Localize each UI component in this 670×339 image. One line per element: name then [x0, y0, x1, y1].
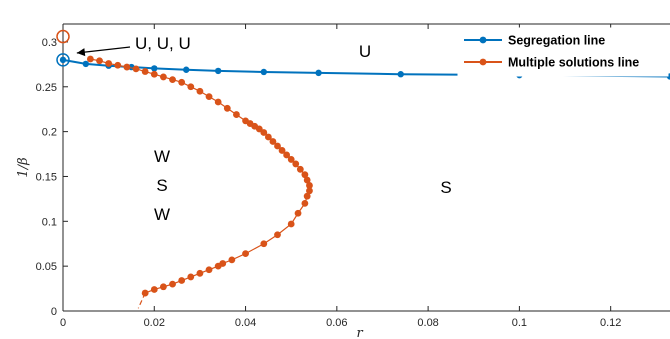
y-tick-label: 0.15 — [36, 171, 57, 183]
y-tick-label: 0.1 — [42, 216, 57, 228]
data-point — [178, 78, 186, 86]
y-tick-label: 0.2 — [42, 127, 57, 139]
data-point — [150, 286, 158, 293]
axes: 0 0.02 0.04 0.06 0.08 0.1 0.12 0 0.05 0.1 0.15 0.2 0… — [16, 23, 670, 339]
data-point — [150, 70, 158, 78]
data-point — [151, 65, 158, 72]
data-point — [196, 269, 204, 277]
x-tick-label: 0.04 — [235, 317, 256, 329]
data-point — [315, 69, 322, 77]
hollow-marker — [56, 29, 70, 44]
data-point — [160, 283, 167, 291]
data-point — [274, 142, 281, 150]
data-point — [214, 262, 222, 270]
legend-box — [457, 27, 669, 77]
data-point — [160, 73, 167, 81]
data-point — [178, 277, 186, 284]
legend-swatch-marker — [479, 58, 487, 66]
x-tick-label: 0 — [60, 317, 66, 329]
data-point — [306, 182, 313, 189]
data-point — [278, 147, 286, 154]
region-label-right: S — [440, 178, 451, 197]
data-point — [296, 165, 304, 173]
data-point — [292, 160, 300, 168]
data-point — [169, 280, 176, 288]
x-tick-label: 0.1 — [512, 317, 527, 329]
data-point — [141, 68, 149, 75]
series-segregation-line — [59, 56, 670, 80]
data-point — [214, 67, 222, 75]
data-point — [301, 199, 309, 207]
data-point — [228, 256, 236, 264]
region-label-left: W — [154, 147, 170, 166]
y-tick-label: 0.3 — [42, 37, 57, 49]
data-point — [123, 63, 131, 71]
y-axis-label: 1/β — [16, 157, 31, 177]
x-tick-label: 0.06 — [326, 317, 347, 329]
data-point — [264, 133, 272, 141]
data-point — [301, 171, 309, 179]
data-point — [132, 65, 140, 73]
legend: Segregation line Multiple solutions line — [457, 27, 669, 77]
region-label-top: U — [359, 42, 371, 61]
data-point — [183, 66, 190, 73]
y-tick-label: 0.05 — [36, 261, 57, 273]
data-point — [397, 71, 404, 78]
data-point — [59, 56, 67, 64]
data-point — [205, 266, 213, 274]
data-point — [260, 68, 268, 76]
x-tick-label: 0.02 — [144, 317, 165, 329]
x-tick-label: 0.08 — [417, 317, 438, 329]
data-point — [260, 129, 268, 136]
data-point — [255, 125, 263, 133]
data-point — [287, 156, 295, 163]
region-label-left: W — [154, 205, 170, 224]
annotation-arrow-head — [76, 48, 86, 57]
data-point — [141, 289, 149, 297]
data-point — [242, 250, 249, 257]
data-point — [223, 104, 231, 112]
data-point — [86, 55, 94, 63]
data-point — [96, 57, 103, 65]
annotation-uuu: U, U, U — [135, 34, 191, 53]
data-point — [294, 209, 302, 217]
series-layer — [59, 55, 670, 309]
hollow-marker — [56, 53, 70, 67]
data-point — [196, 87, 204, 95]
x-axis-label: r — [357, 326, 364, 339]
data-point — [274, 231, 281, 239]
legend-entry-label: Segregation line — [508, 34, 605, 48]
region-label-left: S — [156, 176, 167, 195]
data-point — [303, 192, 311, 200]
series-multiple-solutions-line — [86, 55, 313, 309]
data-point — [269, 138, 277, 145]
data-point — [82, 60, 90, 68]
legend-swatch-marker — [479, 36, 487, 44]
x-tick-label: 0.12 — [600, 317, 621, 329]
data-point — [306, 187, 313, 195]
data-point — [105, 60, 113, 67]
data-point — [205, 93, 213, 101]
y-tick-label: 0 — [51, 306, 57, 318]
data-point — [114, 61, 122, 69]
data-point — [260, 240, 268, 248]
data-point — [187, 273, 195, 281]
data-point — [169, 76, 176, 84]
y-tick-label: 0.25 — [36, 82, 57, 94]
legend-entry-label: Multiple solutions line — [508, 56, 639, 70]
data-point — [214, 98, 222, 106]
annotation-arrow-line — [76, 46, 131, 54]
series-line — [62, 58, 670, 78]
data-point — [233, 111, 240, 118]
data-point — [187, 83, 195, 91]
data-point — [283, 151, 291, 159]
data-point — [303, 176, 311, 184]
data-point — [287, 220, 295, 228]
